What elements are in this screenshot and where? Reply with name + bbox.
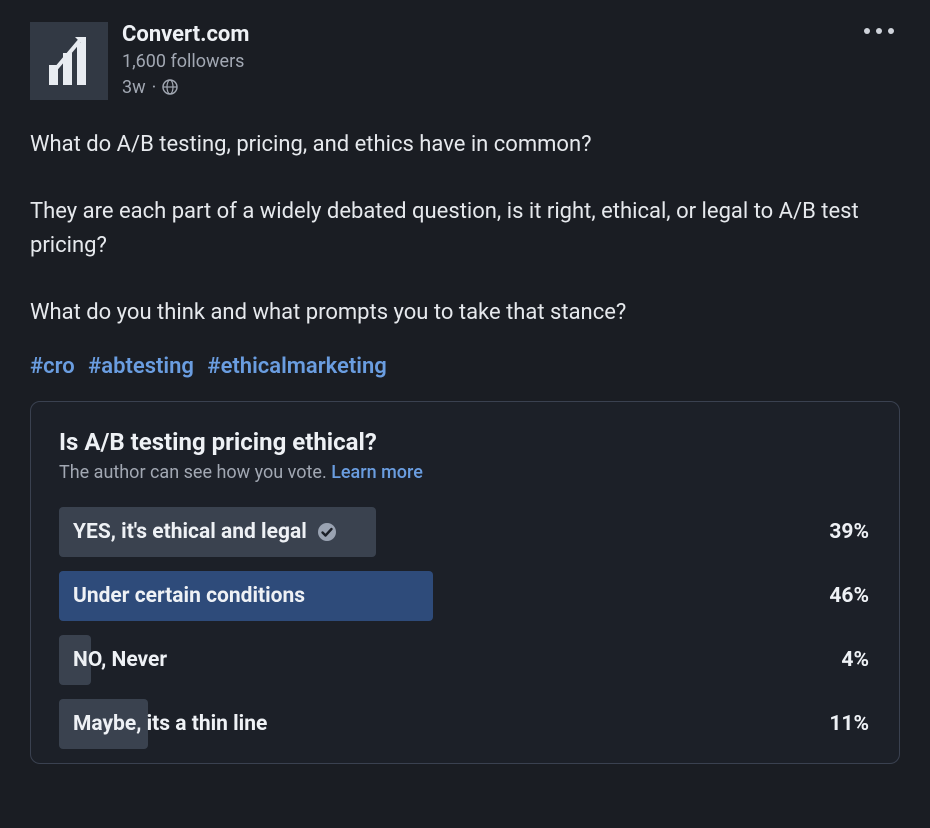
poll-option-label: Maybe, its a thin line — [73, 712, 267, 736]
more-options-button[interactable] — [858, 22, 900, 40]
poll-subtitle: The author can see how you vote. Learn m… — [59, 462, 871, 483]
poll-title: Is A/B testing pricing ethical? — [59, 428, 871, 456]
poll-option[interactable]: YES, it's ethical and legal 39% — [59, 507, 871, 557]
check-icon — [317, 522, 337, 542]
poll-learn-more-link[interactable]: Learn more — [331, 462, 423, 483]
poll-option-percent: 11% — [829, 712, 871, 736]
poll-option-label-area: Maybe, its a thin line — [59, 712, 829, 736]
hashtag-link[interactable]: #cro — [30, 354, 75, 379]
post-paragraph: They are each part of a widely debated q… — [30, 195, 900, 262]
time-separator: · — [152, 77, 157, 98]
poll-option[interactable]: Under certain conditions 46% — [59, 571, 871, 621]
post-paragraph: What do A/B testing, pricing, and ethics… — [30, 128, 900, 161]
social-post: Convert.com 1,600 followers 3w · What do… — [0, 0, 930, 784]
poll-option-label-area: YES, it's ethical and legal — [59, 520, 829, 544]
poll-option-label-area: NO, Never — [59, 648, 841, 672]
avatar-logo-icon — [46, 35, 92, 87]
poll-option-label: NO, Never — [73, 648, 167, 672]
poll-option-percent: 39% — [829, 520, 871, 544]
author-name[interactable]: Convert.com — [122, 22, 249, 48]
post-time: 3w — [122, 77, 146, 98]
hashtags: #cro #abtesting #ethicalmarketing — [30, 354, 900, 379]
poll-option-percent: 46% — [829, 584, 871, 608]
author-block: Convert.com 1,600 followers 3w · — [122, 22, 249, 98]
poll-option-label: YES, it's ethical and legal — [73, 520, 307, 544]
hashtag-link[interactable]: #abtesting — [88, 354, 194, 379]
globe-icon — [162, 78, 180, 96]
post-body: What do A/B testing, pricing, and ethics… — [30, 128, 900, 330]
poll-options: YES, it's ethical and legal 39% Under cert… — [59, 507, 871, 749]
hashtag-link[interactable]: #ethicalmarketing — [207, 354, 386, 379]
avatar[interactable] — [30, 22, 108, 100]
post-paragraph: What do you think and what prompts you t… — [30, 296, 900, 329]
poll-option-percent: 4% — [841, 648, 871, 672]
followers-count: 1,600 followers — [122, 50, 249, 74]
poll-option-label: Under certain conditions — [73, 584, 305, 608]
poll-card: Is A/B testing pricing ethical? The auth… — [30, 401, 900, 764]
poll-option[interactable]: NO, Never 4% — [59, 635, 871, 685]
post-header: Convert.com 1,600 followers 3w · — [30, 22, 900, 100]
poll-subtitle-text: The author can see how you vote. — [59, 462, 331, 483]
poll-option[interactable]: Maybe, its a thin line 11% — [59, 699, 871, 749]
time-row: 3w · — [122, 77, 249, 98]
poll-option-label-area: Under certain conditions — [59, 584, 829, 608]
